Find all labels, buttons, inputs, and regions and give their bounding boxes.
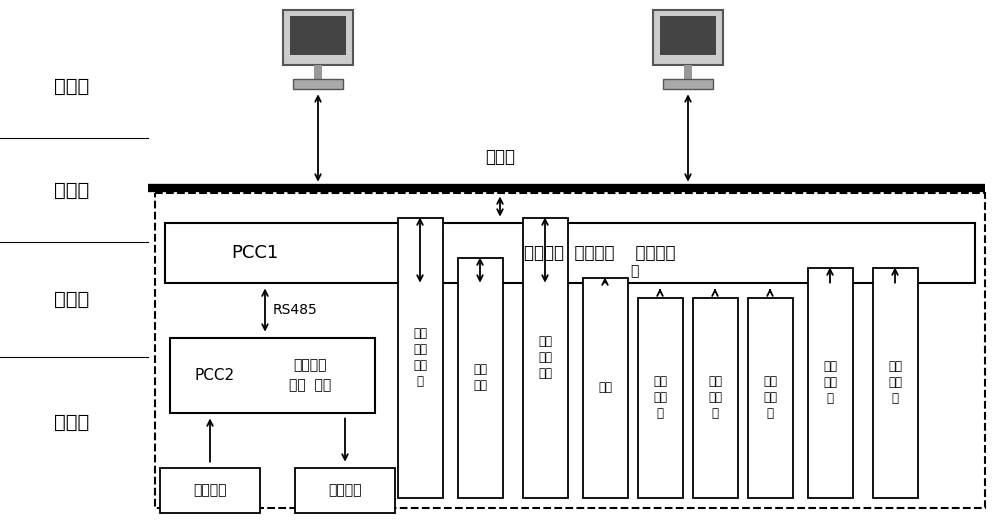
Bar: [293, 79, 343, 90]
Bar: [283, 10, 353, 66]
Bar: [872, 268, 918, 498]
Text: RS485: RS485: [273, 303, 318, 317]
Text: 网络层: 网络层: [54, 181, 90, 200]
Text: 站控层: 站控层: [54, 77, 90, 95]
Text: 励磁调节
调速  同期: 励磁调节 调速 同期: [289, 358, 331, 392]
Text: 其他: 其他: [598, 381, 612, 394]
Text: 脉冲
量输
入: 脉冲 量输 入: [708, 375, 722, 420]
Text: 以太网: 以太网: [485, 147, 515, 166]
Text: 开关
量输
出: 开关 量输 出: [823, 360, 837, 405]
Bar: [748, 297, 792, 498]
Bar: [684, 66, 692, 79]
Text: 模拟
量输
出: 模拟 量输 出: [888, 360, 902, 405]
Text: PCC1: PCC1: [231, 243, 279, 262]
Bar: [398, 218, 442, 498]
Bar: [638, 297, 682, 498]
Bar: [660, 17, 716, 55]
Text: 水位
测控: 水位 测控: [473, 363, 487, 392]
Bar: [155, 193, 985, 508]
Bar: [653, 10, 723, 66]
Bar: [160, 467, 260, 513]
Text: 模拟
量输
入: 模拟 量输 入: [763, 375, 777, 420]
Bar: [170, 338, 375, 413]
Text: 输入信号: 输入信号: [193, 483, 227, 497]
Bar: [314, 66, 322, 79]
Bar: [290, 17, 346, 55]
Bar: [295, 467, 395, 513]
Bar: [582, 278, 628, 498]
Bar: [808, 268, 852, 498]
Text: 间隔层: 间隔层: [54, 290, 90, 309]
Bar: [522, 218, 568, 498]
Text: ，: ，: [630, 264, 638, 278]
Text: 过程层: 过程层: [54, 413, 90, 431]
Text: 发电
机保
护装
置: 发电 机保 护装 置: [413, 327, 427, 388]
Text: 输出信号: 输出信号: [328, 483, 362, 497]
Bar: [663, 79, 713, 90]
Text: PCC2: PCC2: [195, 367, 235, 382]
Text: 开关
量输
入: 开关 量输 入: [653, 375, 667, 420]
Text: 转速
测速
装置: 转速 测速 装置: [538, 335, 552, 380]
Bar: [458, 257, 503, 498]
Bar: [165, 222, 975, 282]
Bar: [692, 297, 738, 498]
Text: 顺序控制  水机保护    温度巡检: 顺序控制 水机保护 温度巡检: [524, 243, 676, 262]
